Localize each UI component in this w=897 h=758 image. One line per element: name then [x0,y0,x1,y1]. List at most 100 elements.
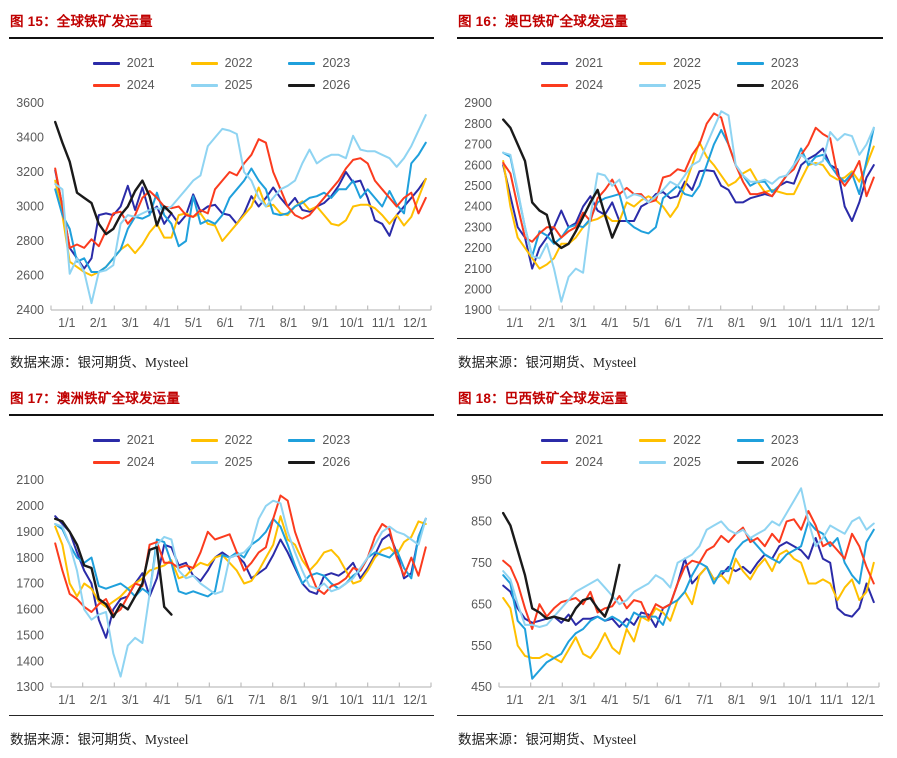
chart-legend: 2021 2022 2023 2024 2025 2026 [457,433,883,469]
x-axis-tick-label: 6/1 [664,693,681,707]
x-axis-tick-label: 7/1 [696,693,713,707]
legend-item-2025: 2025 [190,78,253,92]
x-axis-tick-label: 2/1 [538,316,555,330]
x-axis-tick-label: 4/1 [601,316,618,330]
legend-item-2024: 2024 [92,78,155,92]
figure-16-title: 图 16：澳巴铁矿全球发运量 [457,8,883,39]
legend-label-2023: 2023 [770,433,799,447]
x-axis-tick-label: 4/1 [153,316,170,330]
x-axis-tick-label: 12/1 [403,693,427,707]
legend-swatch-2026 [736,83,764,87]
chart-canvas: 2400 2600 2800 3000 3200 3400 3600 1/1 2/1 3/1 4/1… [16,96,432,330]
y-axis-tick-label: 3600 [16,96,44,110]
y-axis-tick-label: 650 [471,597,492,611]
x-axis-tick-label: 10/1 [340,693,364,707]
legend-item-2026: 2026 [288,78,350,92]
y-axis-tick-label: 3400 [16,131,44,145]
legend-item-2021: 2021 [541,433,603,447]
y-axis-tick-label: 1900 [16,525,44,539]
legend-item-2021: 2021 [541,56,603,70]
legend-item-2023: 2023 [736,433,799,447]
data-source: 数据来源：银河期货、Mysteel [457,338,883,381]
line-chart-brazil: 450 550 650 750 850 950 1/1 2/1 3/1 4/1 5/1 6/1 7/1 8… [457,472,883,715]
y-axis-tick-label: 2700 [464,138,492,152]
series-line-2024 [502,510,875,630]
x-axis-tick-label: 12/1 [403,316,427,330]
x-axis-tick-label: 1/1 [58,693,75,707]
legend-swatch-2021 [541,61,569,65]
legend-label-2021: 2021 [126,56,155,70]
legend-label-2022: 2022 [673,56,701,70]
x-axis-tick-label: 3/1 [569,693,586,707]
legend-swatch-2021 [92,61,120,65]
legend-item-2025: 2025 [639,455,701,469]
y-axis-tick-label: 2200 [464,241,492,255]
legend-item-2022: 2022 [639,56,701,70]
legend-swatch-2026 [736,460,764,464]
legend-swatch-2023 [288,61,316,65]
legend-item-2022: 2022 [190,433,253,447]
series-line-2022 [502,549,875,664]
legend-label-2023: 2023 [770,56,799,70]
legend-label-2026: 2026 [322,455,351,469]
legend-label-2021: 2021 [126,433,155,447]
x-axis-tick-label: 11/1 [372,693,395,707]
line-chart-global: 2400 2600 2800 3000 3200 3400 3600 1/1 2/1 3/1 4/1… [9,95,434,338]
legend-label-2025: 2025 [224,78,253,92]
x-axis-tick-label: 6/1 [216,316,233,330]
legend-swatch-2022 [639,61,667,65]
legend-label-2025: 2025 [673,78,701,92]
y-axis-tick-label: 3200 [16,165,44,179]
chart-canvas: 450 550 650 750 850 950 1/1 2/1 3/1 4/1 5/1 6/1 7/1 8… [471,473,880,707]
series-line-2023 [54,141,427,273]
data-source: 数据来源：银河期货、Mysteel [9,338,434,381]
y-axis-tick-label: 2000 [16,499,44,513]
legend-swatch-2024 [541,83,569,87]
x-axis-tick-label: 11/1 [820,316,843,330]
x-axis-tick-label: 7/1 [248,693,265,707]
y-axis-tick-label: 2100 [16,473,44,487]
y-axis-tick-label: 2400 [464,200,492,214]
x-axis-tick-label: 8/1 [728,316,745,330]
chart-legend: 2021 2022 2023 2024 2025 2026 [9,433,434,469]
x-axis-tick-label: 11/1 [820,693,843,707]
x-axis-tick-label: 10/1 [788,316,812,330]
series-line-2024 [502,112,875,243]
x-axis-tick-label: 2/1 [90,693,107,707]
series-line-2026 [502,511,621,623]
legend-label-2024: 2024 [126,455,155,469]
legend-swatch-2025 [639,83,667,87]
data-source: 数据来源：银河期货、Mysteel [9,715,434,758]
x-axis-tick-label: 5/1 [633,693,650,707]
series-line-2024 [54,138,427,249]
x-axis-tick-label: 12/1 [851,693,875,707]
x-axis-tick-label: 8/1 [280,693,297,707]
x-axis-tick-label: 3/1 [121,693,138,707]
legend-item-2024: 2024 [541,455,603,469]
series-line-2022 [54,515,427,608]
x-axis-tick-label: 12/1 [851,316,875,330]
x-axis-tick-label: 4/1 [601,693,618,707]
legend-item-2023: 2023 [736,56,799,70]
line-chart-aus-bra: 1900 2000 2100 2200 2300 2400 2500 2600 2700 2800… [457,95,883,338]
figure-17-panel: 图 17：澳洲铁矿全球发运量 2021 2022 2023 2024 2025 2026 … [0,377,448,755]
legend-swatch-2022 [639,438,667,442]
y-axis-tick-label: 2400 [16,303,44,317]
legend-label-2024: 2024 [575,455,604,469]
series-line-2023 [502,126,875,258]
legend-item-2025: 2025 [190,455,252,469]
legend-label-2022: 2022 [224,433,253,447]
legend-swatch-2023 [736,438,764,442]
series-line-2026 [54,120,173,236]
y-axis-tick-label: 850 [471,515,492,529]
legend-swatch-2021 [92,438,120,442]
legend-swatch-2023 [288,438,316,442]
y-axis-tick-label: 750 [471,556,492,570]
y-axis-tick-label: 950 [471,473,492,487]
series-line-2025 [502,487,875,628]
legend-label-2026: 2026 [322,78,351,92]
y-axis-tick-label: 1800 [16,551,44,565]
figure-16-panel: 图 16：澳巴铁矿全球发运量 2021 2022 2023 2024 2025 2026 … [448,0,897,377]
legend-item-2026: 2026 [736,455,799,469]
